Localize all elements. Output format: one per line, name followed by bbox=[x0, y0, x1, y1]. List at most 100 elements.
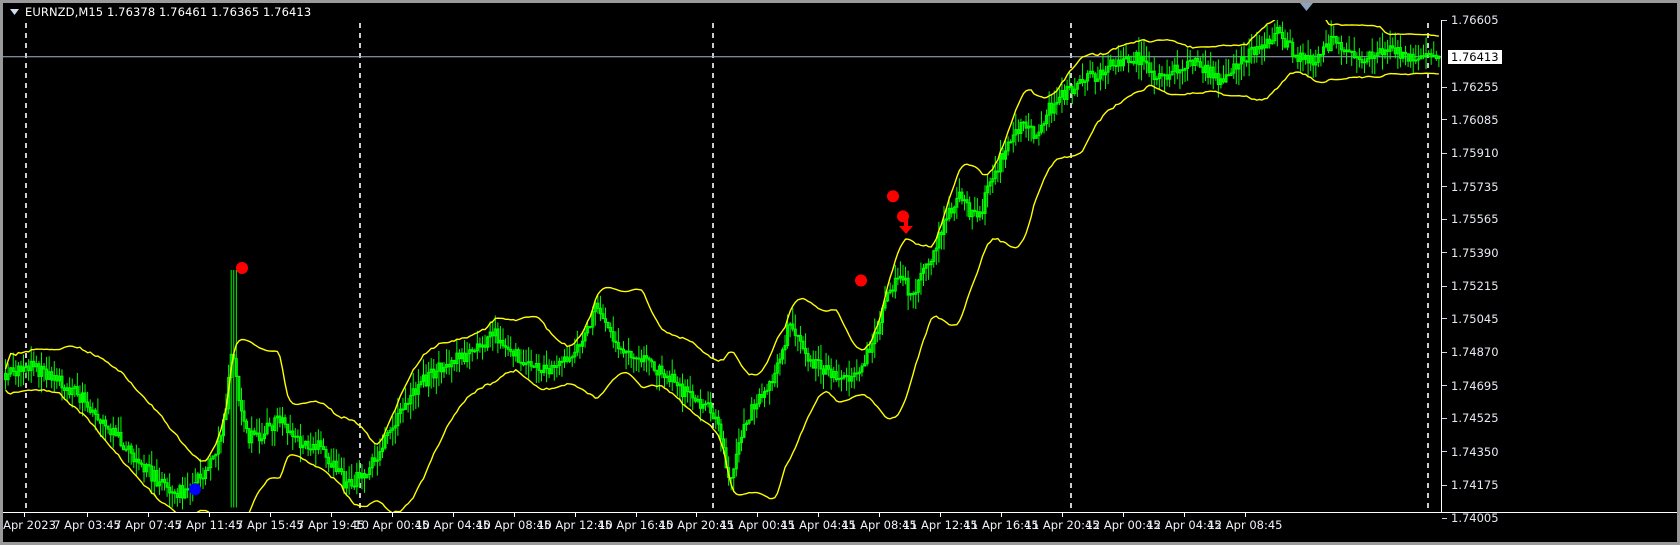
candle-body bbox=[1021, 121, 1025, 124]
candle-body bbox=[63, 387, 67, 391]
candle-body bbox=[291, 430, 295, 438]
sell-signal-marker[interactable] bbox=[236, 262, 248, 275]
candle-body bbox=[355, 472, 359, 488]
candle-body bbox=[452, 359, 456, 365]
price-plot-area[interactable] bbox=[3, 20, 1441, 512]
candle-body bbox=[1404, 51, 1408, 55]
candle-body bbox=[6, 373, 10, 381]
candle-body bbox=[422, 374, 426, 383]
candle-body bbox=[906, 277, 910, 296]
candle-body bbox=[1116, 59, 1120, 67]
candle-body bbox=[1127, 56, 1131, 63]
candle-body bbox=[39, 365, 43, 377]
candle-body bbox=[16, 365, 20, 377]
candle-body bbox=[921, 267, 925, 274]
candle-body bbox=[650, 359, 654, 363]
candle-body bbox=[696, 398, 700, 402]
candle-body bbox=[1163, 74, 1167, 77]
candle-body bbox=[1070, 86, 1074, 94]
scroll-position-marker-icon[interactable] bbox=[1300, 3, 1313, 11]
candle-body bbox=[1306, 54, 1310, 64]
price-tick: 1.75215 bbox=[1442, 280, 1499, 292]
bollinger-upper-band bbox=[4, 20, 1439, 462]
candle-body bbox=[980, 211, 984, 215]
candle-body bbox=[683, 386, 687, 398]
candle-body bbox=[124, 448, 128, 451]
candle-body bbox=[909, 293, 913, 296]
candle-body bbox=[1437, 55, 1441, 60]
price-tick-label: 1.76255 bbox=[1451, 80, 1499, 95]
price-tick-label: 1.76605 bbox=[1451, 13, 1499, 27]
candle-body bbox=[742, 423, 746, 438]
candle-body bbox=[1329, 35, 1333, 52]
candle-body bbox=[588, 325, 592, 328]
candle-body bbox=[619, 348, 623, 351]
candle-body bbox=[665, 375, 669, 379]
time-tick bbox=[513, 513, 515, 517]
candle-body bbox=[1298, 52, 1302, 62]
candle-body bbox=[57, 375, 61, 382]
sell-arrow-icon[interactable] bbox=[899, 216, 913, 234]
candle-body bbox=[1193, 57, 1197, 66]
price-tick-label: 1.75045 bbox=[1451, 311, 1499, 326]
candle-body bbox=[1327, 43, 1331, 52]
candle-body bbox=[863, 363, 867, 367]
price-axis[interactable]: 1.76605 1.76255 1.76085 1.75910 1.75735 1.755… bbox=[1441, 14, 1677, 524]
candle-body bbox=[478, 343, 482, 348]
candle-body bbox=[552, 365, 556, 368]
candle-body bbox=[957, 191, 961, 199]
candle-body bbox=[155, 470, 159, 487]
candle-body bbox=[1142, 55, 1146, 62]
candle-body bbox=[945, 218, 949, 221]
chart-arrow-icon[interactable] bbox=[9, 6, 20, 17]
candle-body bbox=[1078, 79, 1082, 85]
candle-body bbox=[1109, 59, 1113, 67]
candle-body bbox=[32, 360, 36, 368]
time-tick bbox=[391, 513, 393, 517]
time-tick bbox=[757, 513, 759, 517]
candle-body bbox=[1247, 48, 1251, 63]
candle-body bbox=[1301, 52, 1305, 60]
candle-body bbox=[970, 209, 974, 218]
candle-body bbox=[345, 481, 349, 489]
time-tick bbox=[1123, 513, 1125, 517]
candle-body bbox=[532, 365, 536, 368]
candle-body bbox=[109, 428, 113, 436]
candle-body bbox=[165, 482, 169, 488]
candle-body bbox=[1134, 52, 1138, 64]
candle-body bbox=[93, 409, 97, 415]
candle-body bbox=[663, 373, 667, 379]
candle-body bbox=[1398, 47, 1402, 59]
time-tick-label: 11 Apr 08:45 bbox=[841, 518, 917, 532]
candle-body bbox=[591, 311, 595, 328]
current-price-label[interactable]: 1.76413 bbox=[1448, 49, 1502, 64]
candle-body bbox=[837, 377, 841, 381]
candle-body bbox=[73, 386, 77, 389]
candle-body bbox=[1170, 70, 1174, 76]
time-tick-label: 11 Apr 12:45 bbox=[902, 518, 978, 532]
candle-body bbox=[288, 430, 292, 434]
candle-body bbox=[114, 427, 118, 437]
candle-body bbox=[298, 436, 302, 449]
candle-body bbox=[4, 372, 8, 381]
candle-body bbox=[1173, 64, 1177, 72]
sell-signal-marker[interactable] bbox=[887, 190, 899, 203]
candle-body bbox=[1183, 67, 1187, 71]
candle-body bbox=[519, 361, 523, 364]
candle-body bbox=[234, 358, 238, 377]
candle-body bbox=[978, 211, 982, 218]
candle-body bbox=[1004, 150, 1008, 160]
candle-body bbox=[1055, 101, 1059, 105]
candle-body bbox=[150, 465, 154, 482]
candle-body bbox=[1239, 56, 1243, 65]
sell-signal-marker[interactable] bbox=[855, 274, 867, 287]
buy-signal-marker[interactable] bbox=[189, 483, 201, 496]
candle-body bbox=[1363, 61, 1367, 64]
candle-body bbox=[501, 339, 505, 347]
candle-body bbox=[952, 206, 956, 214]
candle-body bbox=[578, 344, 582, 347]
candle-body bbox=[91, 409, 95, 413]
candle-body bbox=[1124, 56, 1128, 60]
